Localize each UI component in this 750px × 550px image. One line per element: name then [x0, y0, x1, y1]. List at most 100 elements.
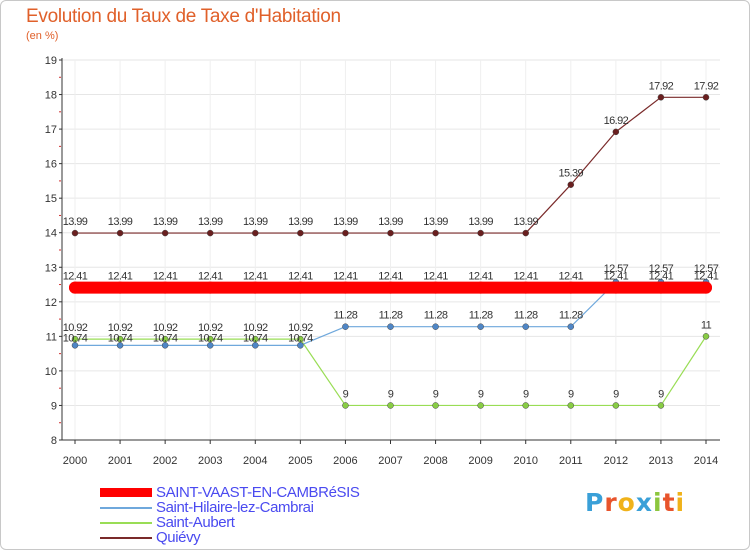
data-point-3	[116, 229, 124, 237]
data-point-0	[519, 281, 532, 294]
data-point-3	[567, 181, 575, 188]
data-point-3	[612, 128, 620, 136]
data-label-2: 10.92	[153, 322, 178, 334]
data-label-0: 12.41	[333, 271, 358, 283]
data-label-2: 9	[433, 388, 439, 400]
legend-label: SAINT-VAAST-EN-CAMBRéSIS	[156, 484, 360, 501]
logo-letter: t	[662, 488, 676, 517]
data-point-3	[206, 229, 214, 237]
data-label-1: 10.74	[153, 332, 178, 344]
data-point-0	[69, 281, 81, 294]
data-label-3: 17.92	[649, 80, 674, 92]
data-label-1: 11.28	[379, 310, 403, 322]
data-label-1: 12.57	[694, 263, 719, 275]
chart-title: Evolution du Taux de Taxe d'Habitation	[26, 6, 341, 27]
data-label-0: 12.41	[288, 271, 313, 283]
y-tick-label: 15	[45, 193, 57, 205]
logo-letter: r	[604, 488, 618, 517]
x-tick-label: 2001	[108, 455, 132, 467]
data-label-2: 10.92	[198, 322, 223, 334]
data-point-0	[114, 281, 127, 294]
data-point-1	[252, 342, 259, 349]
data-label-3: 13.99	[468, 216, 493, 228]
data-label-0: 12.41	[649, 271, 674, 283]
data-label-3: 13.99	[153, 216, 178, 228]
data-point-2	[702, 333, 710, 340]
data-label-1: 10.74	[288, 332, 313, 344]
logo-letter: i	[675, 488, 686, 517]
x-tick-label: 2006	[333, 455, 357, 467]
data-point-2	[477, 402, 484, 409]
data-label-3: 17.92	[694, 80, 719, 92]
logo-letter: x	[635, 488, 653, 517]
data-point-3	[342, 229, 349, 237]
data-point-1	[116, 342, 124, 349]
data-label-1: 10.74	[63, 332, 88, 344]
data-point-3	[71, 229, 79, 237]
y-tick-label: 10	[45, 366, 57, 378]
data-label-3: 16.92	[604, 115, 629, 127]
x-tick-label: 2003	[198, 455, 222, 467]
legend-item: SAINT-VAAST-EN-CAMBRéSIS	[100, 484, 360, 501]
data-point-3	[522, 229, 529, 237]
data-point-0	[474, 281, 487, 294]
legend-item: Saint-Aubert	[100, 514, 360, 531]
data-label-2: 9	[343, 388, 349, 400]
data-point-0	[429, 281, 442, 294]
legend-swatch	[100, 488, 152, 497]
data-point-2	[387, 402, 394, 409]
legend-label: Saint-Hilaire-lez-Cambrai	[156, 499, 314, 516]
data-label-0: 12.41	[468, 271, 493, 283]
data-point-0	[294, 281, 307, 294]
data-point-0	[159, 281, 172, 294]
data-label-1: 11.28	[514, 310, 538, 322]
x-tick-label: 2009	[468, 455, 492, 467]
data-label-1: 11.28	[559, 310, 583, 322]
data-point-3	[161, 229, 169, 237]
data-label-0: 12.41	[198, 271, 223, 283]
data-label-1: 11.28	[334, 310, 358, 322]
y-tick-label: 9	[51, 400, 57, 412]
data-label-3: 15.39	[559, 168, 584, 180]
y-tick-label: 12	[45, 297, 57, 309]
data-label-0: 12.41	[513, 271, 538, 283]
data-label-0: 12.41	[153, 271, 178, 283]
data-point-3	[477, 229, 484, 237]
y-tick-label: 16	[45, 159, 57, 171]
data-label-2: 9	[568, 388, 574, 400]
data-label-2: 9	[613, 388, 619, 400]
data-point-1	[71, 342, 79, 349]
data-point-0	[204, 281, 217, 294]
data-point-1	[567, 323, 575, 330]
data-label-3: 13.99	[378, 216, 403, 228]
data-point-0	[249, 281, 262, 294]
data-point-3	[657, 94, 665, 101]
data-point-2	[567, 402, 575, 409]
y-tick-label: 14	[45, 228, 57, 240]
data-label-3: 13.99	[108, 216, 133, 228]
data-label-2: 10.92	[243, 322, 268, 334]
data-point-2	[342, 402, 349, 409]
data-point-0	[339, 281, 352, 294]
data-label-1: 11.28	[469, 310, 493, 322]
data-label-0: 12.41	[243, 271, 268, 283]
data-label-0: 12.41	[604, 271, 629, 283]
data-label-1: 10.74	[198, 332, 223, 344]
data-label-2: 9	[658, 388, 664, 400]
data-label-0: 12.41	[108, 271, 133, 283]
data-point-1	[161, 342, 169, 349]
logo-letter: o	[617, 488, 636, 517]
legend-label: Saint-Aubert	[156, 514, 235, 531]
data-point-1	[477, 323, 484, 330]
data-label-0: 12.41	[378, 271, 403, 283]
data-point-2	[522, 402, 529, 409]
data-label-1: 12.57	[604, 263, 629, 275]
data-label-2: 9	[478, 388, 484, 400]
legend-item: Saint-Hilaire-lez-Cambrai	[100, 499, 360, 516]
x-tick-label: 2007	[378, 455, 402, 467]
data-point-0	[384, 281, 397, 294]
x-tick-label: 2008	[423, 455, 447, 467]
data-label-3: 13.99	[513, 216, 538, 228]
data-label-2: 10.92	[63, 322, 88, 334]
